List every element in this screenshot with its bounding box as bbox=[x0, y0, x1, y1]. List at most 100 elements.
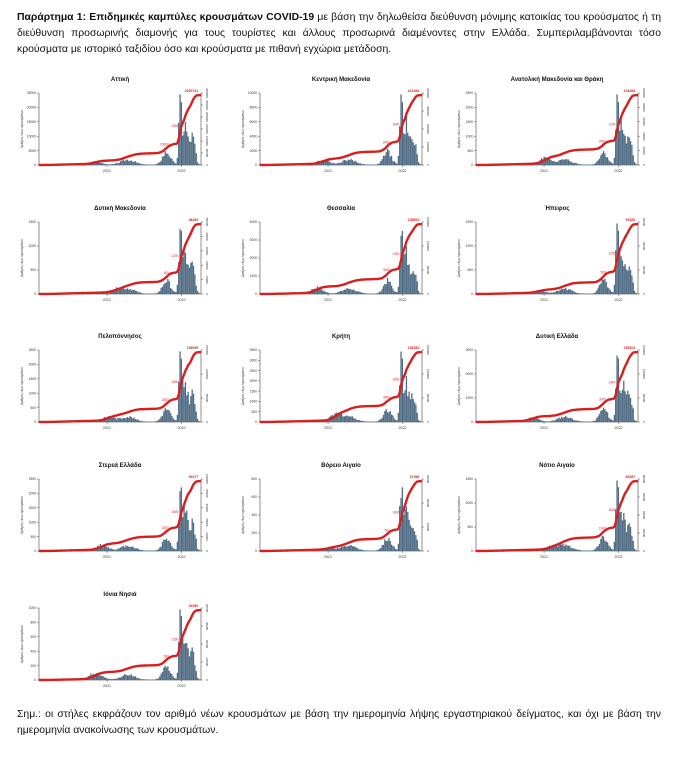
daily-cases-bar bbox=[338, 548, 340, 551]
y-tick-label: 1000 bbox=[250, 274, 258, 278]
daily-cases-bar bbox=[192, 393, 195, 422]
daily-cases-bar bbox=[633, 548, 636, 551]
daily-cases-bar bbox=[345, 546, 347, 551]
daily-cases-bar bbox=[592, 550, 594, 551]
daily-cases-bar bbox=[97, 673, 99, 680]
daily-cases-bar bbox=[128, 675, 130, 680]
daily-cases-bar bbox=[395, 162, 397, 165]
daily-cases-bar bbox=[171, 415, 173, 422]
data-label: 500 bbox=[164, 271, 170, 275]
daily-cases-bar bbox=[326, 292, 328, 294]
daily-cases-bar bbox=[120, 418, 122, 422]
daily-cases-bar bbox=[355, 291, 358, 294]
daily-cases-bar bbox=[331, 293, 333, 294]
daily-cases-bar bbox=[363, 164, 366, 165]
daily-cases-bar bbox=[563, 288, 566, 294]
daily-cases-bar bbox=[601, 409, 603, 422]
chart-title: Αττική bbox=[111, 77, 130, 83]
daily-cases-bar bbox=[180, 230, 183, 294]
daily-cases-bar bbox=[183, 250, 185, 294]
daily-cases-bar bbox=[363, 550, 366, 551]
daily-cases-bar bbox=[558, 160, 560, 165]
daily-cases-bar bbox=[118, 162, 120, 165]
y-tick-label: 2000 bbox=[466, 372, 474, 376]
daily-cases-bar bbox=[578, 421, 580, 422]
data-label: 1400 bbox=[608, 380, 615, 384]
y2-tick-label: 150000 bbox=[205, 124, 209, 134]
daily-cases-bar bbox=[107, 679, 110, 680]
daily-cases-bar bbox=[171, 158, 173, 165]
daily-cases-bar bbox=[346, 160, 348, 165]
daily-cases-bar bbox=[140, 163, 142, 165]
daily-cases-bar bbox=[401, 487, 404, 551]
y2-tick-label: 50000 bbox=[426, 266, 430, 275]
daily-cases-bar bbox=[343, 416, 345, 422]
daily-cases-bar bbox=[129, 416, 131, 422]
daily-cases-bar bbox=[617, 102, 620, 165]
daily-cases-bar bbox=[613, 541, 615, 551]
daily-cases-bar bbox=[178, 381, 180, 422]
daily-cases-bar bbox=[339, 413, 341, 422]
daily-cases-bar bbox=[142, 164, 145, 165]
y2-tick-label: 200000 bbox=[205, 112, 209, 122]
daily-cases-bar bbox=[381, 544, 383, 551]
daily-cases-bar bbox=[566, 417, 568, 422]
data-label: 1800 bbox=[392, 378, 399, 382]
y-tick-label: 1500 bbox=[250, 389, 258, 393]
daily-cases-bar bbox=[324, 549, 327, 551]
daily-cases-bar bbox=[138, 163, 141, 165]
daily-cases-bar bbox=[172, 290, 174, 294]
y2-tick-label: 60000 bbox=[642, 218, 646, 227]
y-axis-label: Αριθμός νέων κρουσμάτων bbox=[20, 109, 24, 148]
daily-cases-bar bbox=[115, 163, 118, 165]
daily-cases-bar bbox=[338, 413, 340, 422]
daily-cases-bar bbox=[419, 163, 421, 165]
daily-cases-bar bbox=[138, 292, 141, 294]
daily-cases-bar bbox=[381, 159, 383, 165]
daily-cases-bar bbox=[611, 291, 613, 294]
daily-cases-bar bbox=[121, 288, 123, 294]
daily-cases-bar bbox=[593, 292, 595, 294]
daily-cases-bar bbox=[138, 420, 141, 422]
daily-cases-bar bbox=[341, 291, 343, 294]
y2-tick-label: 0 bbox=[205, 679, 209, 681]
daily-cases-bar bbox=[635, 420, 637, 422]
daily-cases-bar bbox=[98, 672, 100, 680]
daily-cases-bar bbox=[120, 677, 122, 680]
daily-cases-bar bbox=[95, 162, 97, 165]
daily-cases-bar bbox=[157, 291, 160, 294]
daily-cases-bar bbox=[175, 420, 177, 422]
y2-tick-label: 50000 bbox=[205, 394, 209, 403]
chart-panel: Θεσσαλία Αριθμός νέων κρουσμάτων 0 1000 2000… bbox=[238, 202, 438, 317]
daily-cases-bar bbox=[330, 547, 332, 551]
daily-cases-bar bbox=[578, 549, 580, 551]
daily-cases-bar bbox=[563, 159, 566, 165]
daily-cases-bar bbox=[631, 405, 633, 422]
x-tick-label: 2021 bbox=[540, 555, 548, 559]
daily-cases-bar bbox=[395, 419, 397, 422]
y-tick-label: 20000 bbox=[27, 106, 36, 110]
daily-cases-bar bbox=[382, 414, 385, 422]
daily-cases-bar bbox=[570, 548, 572, 551]
daily-cases-bar bbox=[401, 358, 404, 422]
daily-cases-bar bbox=[153, 293, 156, 294]
daily-cases-bar bbox=[539, 291, 541, 294]
y2-tick-label: 30000 bbox=[205, 247, 209, 256]
y-tick-label: 1500 bbox=[466, 120, 474, 124]
daily-cases-bar bbox=[571, 418, 574, 422]
x-tick-label: 2021 bbox=[540, 426, 548, 430]
daily-cases-bar bbox=[577, 420, 579, 422]
y-tick-label: 6000 bbox=[250, 120, 258, 124]
daily-cases-bar bbox=[606, 287, 609, 294]
y-axis-label: Αριθμός νέων κρουσμάτων bbox=[457, 109, 461, 148]
daily-cases-bar bbox=[609, 547, 611, 551]
daily-cases-bar bbox=[350, 158, 352, 165]
daily-cases-bar bbox=[627, 270, 629, 294]
daily-cases-bar bbox=[574, 420, 576, 422]
daily-cases-bar bbox=[416, 154, 418, 165]
data-label: 138691 bbox=[408, 218, 420, 222]
data-label: 500 bbox=[385, 528, 391, 532]
daily-cases-bar bbox=[165, 153, 168, 165]
y-tick-label: 4000 bbox=[250, 134, 258, 138]
daily-cases-bar bbox=[552, 420, 555, 422]
